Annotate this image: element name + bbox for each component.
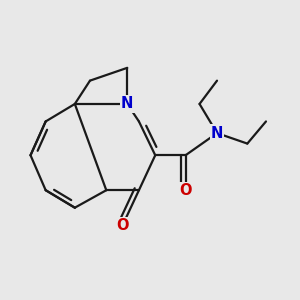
Text: O: O <box>116 218 129 233</box>
Text: N: N <box>211 126 223 141</box>
Text: N: N <box>121 97 134 112</box>
Text: O: O <box>179 183 192 198</box>
